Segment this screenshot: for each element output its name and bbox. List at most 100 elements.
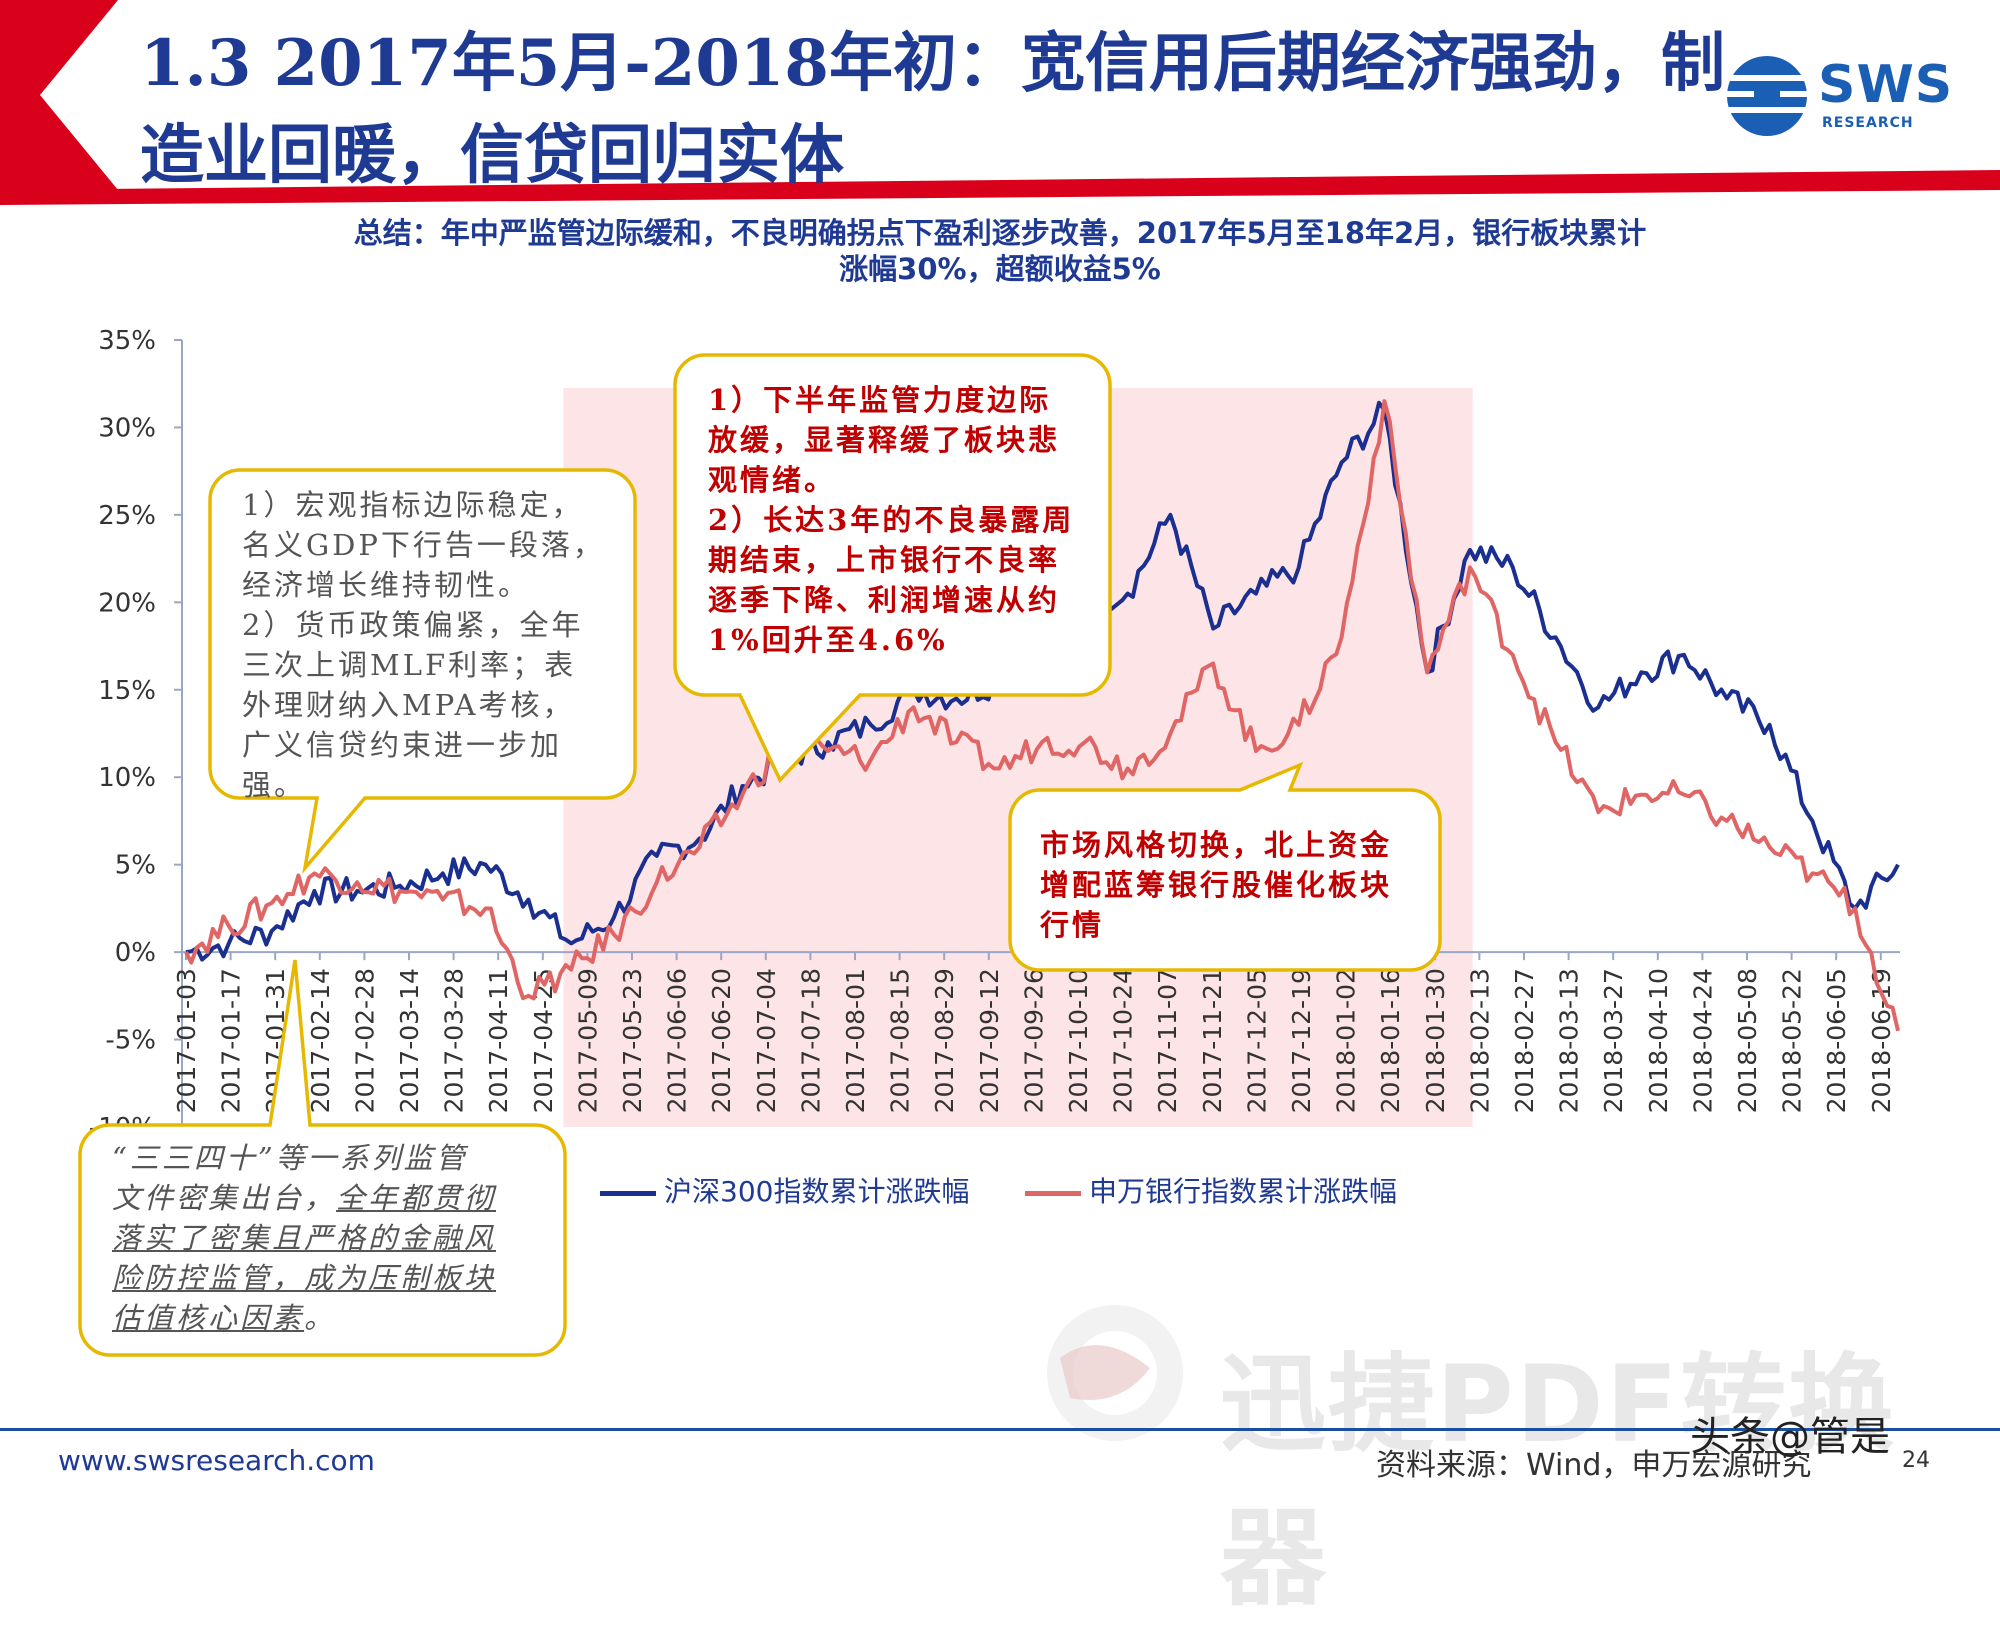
logo-subtext: RESEARCH (1822, 115, 1914, 131)
title-bar: 1.3 2017年5月-2018年初：宽信用后期经济强劲，制 造业回暖，信贷回归… (0, 0, 2000, 205)
x-tick-label: 2017-11-07 (1153, 968, 1182, 1113)
x-tick-label: 2018-01-16 (1376, 968, 1405, 1113)
x-tick-label: 2018-02-13 (1465, 968, 1494, 1113)
y-tick-label: 30% (98, 413, 156, 443)
x-tick-label: 2017-10-24 (1109, 968, 1138, 1113)
callout-3-box (1008, 761, 1442, 972)
callout-line: “三三四十”等一系列监管 (112, 1141, 468, 1175)
callout-line: 1）下半年监管力度边际 (708, 383, 1052, 417)
x-tick-label: 2017-08-01 (841, 968, 870, 1113)
x-tick-label: 2017-01-03 (172, 968, 201, 1113)
x-tick-label: 2018-03-27 (1599, 968, 1628, 1113)
x-tick-label: 2018-02-27 (1510, 968, 1539, 1113)
callout-text: 。 (304, 1301, 337, 1335)
y-tick-label: 20% (98, 588, 156, 618)
callout-line: 估值核心因素。 (112, 1298, 552, 1338)
watermark-logo-icon (1047, 1305, 1183, 1441)
callout-line: 增配蓝筹银行股催化板块 (1040, 868, 1393, 902)
callout-line: 2）长达3年的不良暴露周 (708, 503, 1075, 537)
callout-4-box (78, 959, 567, 1357)
x-tick-label: 2017-09-12 (975, 968, 1004, 1113)
y-tick-label: -5% (105, 1026, 156, 1056)
callout-line: 经济增长维持韧性。 (242, 568, 531, 602)
x-tick-label: 2017-10-10 (1064, 968, 1093, 1113)
callout-line: 期结束，上市银行不良率 (708, 543, 1061, 577)
logo-text: SWS (1818, 55, 1954, 115)
x-tick-label: 2017-05-23 (618, 968, 647, 1113)
series-line-2 (184, 399, 1900, 1032)
callout-line: 广义信贷约束进一步加 (242, 728, 563, 762)
summary-line-2: 涨幅30%，超额收益5% (839, 252, 1161, 286)
x-tick-label: 2017-12-19 (1287, 968, 1316, 1113)
chart-svg: 35%30%25%20%15%10%5%0%-5%-10%2017-01-032… (0, 0, 2000, 1357)
callout-tight-regulation: “三三四十”等一系列监管 文件密集出台，全年都贯彻 落实了密集且严格的金融风 险… (112, 1138, 552, 1338)
callout-style-switch: 市场风格切换，北上资金 增配蓝筹银行股催化板块 行情 (1040, 825, 1440, 945)
callout-line: 放缓，显著释缓了板块悲 (708, 423, 1061, 457)
y-tick-label: 0% (115, 938, 156, 968)
callout-2-box (673, 353, 1112, 784)
x-tick-label: 2017-07-04 (752, 968, 781, 1113)
callout-underlined-text: 落实了密集且严格的金融风 (112, 1221, 497, 1255)
page-title: 1.3 2017年5月-2018年初：宽信用后期经济强劲，制 造业回暖，信贷回归… (140, 18, 1740, 202)
footer-url: www.swsresearch.com (58, 1444, 375, 1477)
x-tick-label: 2018-05-22 (1778, 968, 1807, 1113)
legend-series-2: 申万银行指数累计涨跌幅 (1025, 1172, 1397, 1212)
legend-swatch-red (1025, 1190, 1081, 1196)
y-tick-label: 5% (115, 851, 156, 881)
callout-line: 1）宏观指标边际稳定， (242, 488, 584, 522)
callout-line: 强。 (242, 768, 307, 802)
x-tick-label: 2018-01-30 (1421, 968, 1450, 1113)
page-number: 24 (1902, 1448, 1930, 1473)
callout-underlined-text: 全年都贯彻 (336, 1181, 497, 1215)
callout-underlined-text: 估值核心因素 (112, 1301, 305, 1335)
x-tick-label: 2017-02-14 (306, 968, 335, 1113)
callout-underlined-text: 险防控监管，成为压制板块 (112, 1261, 497, 1295)
title-line-1: 1.3 2017年5月-2018年初：宽信用后期经济强劲，制 (140, 26, 1725, 101)
callout-line: 市场风格切换，北上资金 (1040, 828, 1393, 862)
title-line-2: 造业回暖，信贷回归实体 (140, 118, 844, 193)
callout-line: 1%回升至4.6% (708, 623, 948, 657)
header-bottom-bar (0, 170, 2000, 205)
x-tick-label: 2017-03-14 (395, 968, 424, 1113)
callout-line: 2）货币政策偏紧，全年 (242, 608, 584, 642)
x-tick-label: 2017-11-21 (1198, 968, 1227, 1113)
sws-logo-icon (1724, 56, 1810, 136)
callout-line: 外理财纳入MPA考核， (242, 688, 575, 722)
chart-summary: 总结：年中严监管边际缓和，不良明确拐点下盈利逐步改善，2017年5月至18年2月… (190, 215, 1810, 287)
legend-label: 沪深300指数累计涨跌幅 (664, 1175, 970, 1208)
callout-shapes (78, 353, 1442, 1357)
x-tick-label: 2017-06-06 (663, 968, 692, 1113)
y-tick-label: 10% (98, 763, 156, 793)
footer-source: 资料来源：Wind，申万宏源研究 (1376, 1448, 1812, 1483)
footer-divider (0, 1428, 2000, 1431)
callout-line: 文件密集出台，全年都贯彻 (112, 1178, 552, 1218)
callout-text: 文件密集出台， (112, 1181, 337, 1215)
watermark-handle: 头条@管是 (1690, 1414, 1890, 1460)
legend-series-1: 沪深300指数累计涨跌幅 (600, 1172, 969, 1212)
y-tick-label: 25% (98, 501, 156, 531)
x-tick-label: 2017-04-11 (484, 968, 513, 1113)
callout-macro: 1）宏观指标边际稳定， 名义GDP下行告一段落， 经济增长维持韧性。 2）货币政… (242, 485, 637, 805)
y-tick-label: 35% (98, 326, 156, 356)
x-tick-label: 2017-05-09 (573, 968, 602, 1113)
callout-line: 逐季下降、利润增速从约 (708, 583, 1061, 617)
x-tick-label: 2018-01-02 (1332, 968, 1361, 1113)
callout-line: 三次上调MLF利率；表 (242, 648, 577, 682)
legend-label: 申万银行指数累计涨跌幅 (1089, 1175, 1398, 1208)
y-tick-label: 15% (98, 676, 156, 706)
x-tick-label: 2017-09-26 (1019, 968, 1048, 1113)
x-tick-label: 2018-03-13 (1555, 968, 1584, 1113)
x-tick-label: 2017-01-17 (217, 968, 246, 1113)
header-arrow-decoration (0, 0, 118, 190)
x-tick-label: 2018-05-08 (1733, 968, 1762, 1113)
x-tick-label: 2017-03-28 (440, 968, 469, 1113)
callout-regulation-easing: 1）下半年监管力度边际 放缓，显著释缓了板块悲 观情绪。 2）长达3年的不良暴露… (708, 380, 1118, 660)
legend-swatch-blue (600, 1190, 656, 1196)
x-tick-label: 2017-06-20 (707, 968, 736, 1113)
x-tick-label: 2017-08-29 (930, 968, 959, 1113)
callout-line: 观情绪。 (708, 463, 837, 497)
x-tick-label: 2018-04-24 (1688, 968, 1717, 1113)
summary-line-1: 总结：年中严监管边际缓和，不良明确拐点下盈利逐步改善，2017年5月至18年2月… (353, 216, 1647, 250)
x-tick-label: 2018-04-10 (1644, 968, 1673, 1113)
callout-line: 名义GDP下行告一段落， (242, 528, 605, 562)
